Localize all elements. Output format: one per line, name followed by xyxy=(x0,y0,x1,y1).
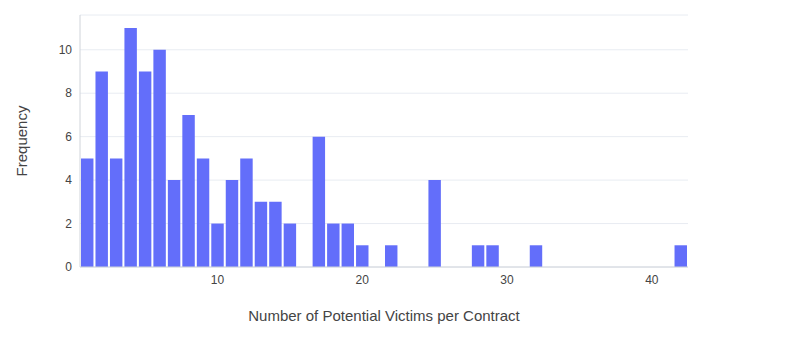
svg-text:Number of Potential Victims pe: Number of Potential Victims per Contract xyxy=(248,307,520,324)
svg-text:6: 6 xyxy=(65,130,72,144)
svg-text:4: 4 xyxy=(65,173,72,187)
svg-text:10: 10 xyxy=(59,43,73,57)
svg-text:40: 40 xyxy=(645,273,659,287)
svg-text:20: 20 xyxy=(356,273,370,287)
svg-text:10: 10 xyxy=(211,273,225,287)
svg-text:2: 2 xyxy=(65,217,72,231)
svg-text:0: 0 xyxy=(65,260,72,274)
svg-text:30: 30 xyxy=(500,273,514,287)
svg-text:Frequency: Frequency xyxy=(13,105,30,176)
svg-text:8: 8 xyxy=(65,86,72,100)
